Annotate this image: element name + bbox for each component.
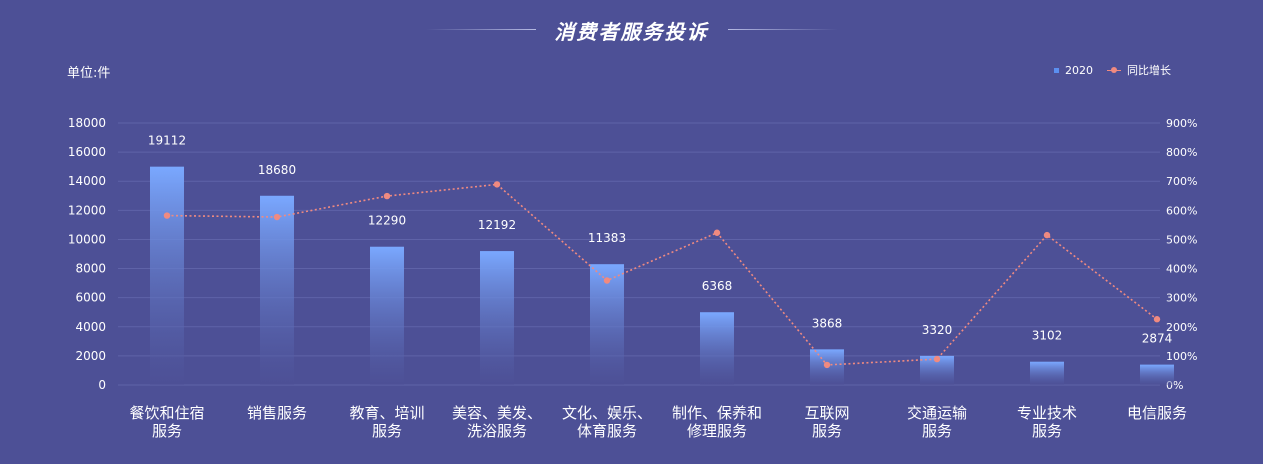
legend-line-swatch xyxy=(1107,66,1121,74)
bar-value-label: 19112 xyxy=(148,134,186,148)
bar xyxy=(480,251,514,385)
bar xyxy=(1140,364,1174,385)
legend-line-label: 同比增长 xyxy=(1127,64,1171,77)
chart-title: 消费者服务投诉 xyxy=(554,20,709,44)
bar-value-label: 11383 xyxy=(588,231,626,245)
growth-point xyxy=(713,229,721,236)
bar-value-label: 3868 xyxy=(812,316,843,330)
x-tick-label: 美容、美发、洗浴服务 xyxy=(452,404,542,440)
y-left-tick-label: 14000 xyxy=(68,174,106,188)
y-left-tick-label: 12000 xyxy=(68,203,106,217)
y-right-tick-label: 500% xyxy=(1166,233,1197,246)
growth-point xyxy=(823,361,831,369)
y-right-tick-label: 700% xyxy=(1166,175,1197,188)
growth-point xyxy=(603,277,611,284)
bar-value-label: 2874 xyxy=(1142,332,1173,346)
y-right-tick-label: 600% xyxy=(1166,204,1197,217)
y-right-tick-label: 400% xyxy=(1166,263,1197,276)
growth-point xyxy=(163,212,171,219)
bar xyxy=(700,312,734,385)
legend-item-bar[interactable]: 2020 xyxy=(1054,64,1093,77)
unit-label: 单位:件 xyxy=(67,66,111,81)
y-right-tick-label: 800% xyxy=(1166,146,1197,159)
legend-bar-swatch xyxy=(1054,67,1059,73)
bar-value-label: 18680 xyxy=(258,163,296,177)
x-tick-label: 教育、培训服务 xyxy=(349,404,424,440)
bar-value-label: 3320 xyxy=(922,323,953,337)
y-left-tick-label: 0 xyxy=(98,378,106,392)
x-tick-label: 销售服务 xyxy=(247,404,307,422)
x-tick-label: 电信服务 xyxy=(1127,404,1187,422)
growth-point xyxy=(273,213,281,221)
title-left-rule xyxy=(426,29,536,30)
x-tick-label: 交通运输服务 xyxy=(907,404,967,440)
y-left-tick-label: 2000 xyxy=(75,349,106,363)
bar-value-label: 12192 xyxy=(478,218,516,232)
y-right-tick-label: 300% xyxy=(1166,292,1197,305)
x-tick-label: 文化、娱乐、体育服务 xyxy=(562,404,652,440)
growth-point xyxy=(383,192,391,200)
y-left-tick-label: 10000 xyxy=(68,232,106,246)
bar xyxy=(590,264,624,385)
x-tick-label: 餐饮和住宿服务 xyxy=(129,404,204,440)
bar-value-label: 6368 xyxy=(702,279,733,293)
x-tick-label: 制作、保养和修理服务 xyxy=(672,404,762,440)
y-right-tick-label: 100% xyxy=(1166,350,1197,363)
chart-title-area: 消费者服务投诉 xyxy=(0,12,1263,48)
y-left-tick-label: 16000 xyxy=(68,145,106,159)
growth-line xyxy=(166,183,1158,366)
y-left-tick-label: 18000 xyxy=(68,116,106,130)
growth-point xyxy=(493,181,501,188)
bar-value-label: 12290 xyxy=(368,214,406,228)
bar xyxy=(1030,361,1064,385)
legend-item-line[interactable]: 同比增长 xyxy=(1107,62,1171,78)
legend-bar-label: 2020 xyxy=(1065,63,1093,77)
growth-point xyxy=(1153,316,1161,323)
bar-value-label: 3102 xyxy=(1032,329,1063,343)
bar xyxy=(370,246,404,385)
y-left-tick-label: 8000 xyxy=(75,262,106,276)
y-right-tick-label: 200% xyxy=(1166,321,1197,334)
growth-point xyxy=(933,355,941,363)
legend: 2020 同比增长 xyxy=(1054,62,1171,78)
bar xyxy=(150,166,184,385)
y-left-tick-label: 4000 xyxy=(75,320,106,334)
x-tick-label: 互联网服务 xyxy=(804,404,849,440)
y-left-tick-label: 6000 xyxy=(75,291,106,305)
title-right-rule xyxy=(728,29,838,30)
bar xyxy=(260,195,294,385)
y-right-tick-label: 900% xyxy=(1166,117,1197,130)
x-tick-label: 专业技术服务 xyxy=(1017,404,1077,440)
growth-point xyxy=(1043,231,1051,239)
